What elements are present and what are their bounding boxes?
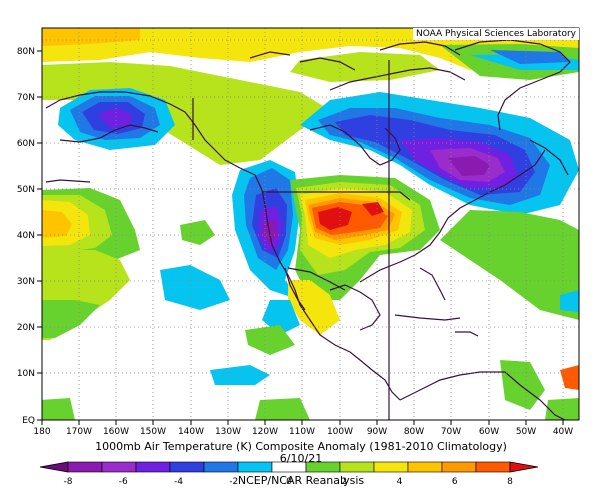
lon-tick-label: 180 bbox=[33, 427, 50, 437]
colorbar: -8 -6 -4 -2 0 2 4 6 8 bbox=[39, 461, 539, 487]
anomaly-contour bbox=[42, 210, 72, 238]
coastline bbox=[329, 284, 381, 331]
colorbar-label: 8 bbox=[507, 477, 513, 487]
coastline bbox=[455, 331, 479, 337]
anomaly-contour bbox=[210, 365, 270, 385]
coastline bbox=[379, 41, 461, 56]
graticule bbox=[42, 28, 579, 420]
lat-tick-label: 70N bbox=[17, 93, 35, 103]
coastline bbox=[419, 267, 446, 301]
anomaly-contour bbox=[98, 108, 132, 128]
lat-tick-label: 10N bbox=[17, 369, 35, 379]
lat-tick-label: 60N bbox=[17, 139, 35, 149]
lon-tick-label: 110W bbox=[289, 427, 315, 437]
coastline bbox=[284, 267, 306, 311]
anomaly-contour bbox=[263, 220, 278, 244]
lat-tick-label: 50N bbox=[17, 185, 35, 195]
anomaly-contour bbox=[490, 50, 570, 64]
map-title: 1000mb Air Temperature (K) Composite Ano… bbox=[95, 440, 507, 453]
lat-tick-label: 30N bbox=[17, 277, 35, 287]
lon-tick-label: 160W bbox=[103, 427, 129, 437]
anomaly-contour bbox=[42, 28, 140, 46]
lat-tick-label: 20N bbox=[17, 323, 35, 333]
lat-tick-label: 80N bbox=[17, 47, 35, 57]
coastline bbox=[394, 314, 461, 321]
colorbar-label: -8 bbox=[64, 477, 73, 487]
lon-tick-label: 130W bbox=[215, 427, 241, 437]
anomaly-contour bbox=[245, 325, 295, 355]
lat-tick-label: EQ bbox=[22, 416, 35, 426]
coastline bbox=[399, 371, 566, 420]
anomaly-contour bbox=[42, 398, 75, 420]
lon-tick-label: 140W bbox=[178, 427, 204, 437]
anomaly-contour bbox=[160, 265, 230, 310]
anomaly-contour bbox=[288, 280, 340, 335]
lon-tick-label: 120W bbox=[252, 427, 278, 437]
border bbox=[287, 267, 346, 291]
lon-tick-label: 170W bbox=[66, 427, 92, 437]
anomaly-contour bbox=[180, 220, 215, 245]
anomaly-contour bbox=[560, 365, 579, 390]
colorbar-label: 6 bbox=[452, 477, 458, 487]
lon-tick-label: 70W bbox=[441, 427, 461, 437]
colorbar-max-arrow bbox=[509, 461, 539, 473]
coastline bbox=[299, 57, 356, 71]
anomaly-contour bbox=[362, 202, 384, 216]
colorbar-label: -2 bbox=[229, 477, 238, 487]
map-date: 6/10/21 bbox=[279, 452, 323, 465]
lon-tick-label: 150W bbox=[140, 427, 166, 437]
colorbar-label: 2 bbox=[341, 477, 347, 487]
colorbar-label: 0 bbox=[286, 477, 292, 487]
lon-tick-label: 40W bbox=[553, 427, 573, 437]
lab-label: NOAA Physical Sciences Laboratory bbox=[412, 28, 579, 40]
lon-tick-label: 60W bbox=[479, 427, 499, 437]
anomaly-contour bbox=[500, 360, 545, 410]
anomaly-contour bbox=[448, 156, 490, 176]
lat-tick-label: 40N bbox=[17, 231, 35, 241]
anomaly-contour bbox=[318, 207, 352, 230]
colorbar-label: 4 bbox=[397, 477, 403, 487]
anomaly-contour bbox=[42, 300, 100, 338]
coastline bbox=[529, 139, 569, 176]
lon-tick-label: 90W bbox=[367, 427, 387, 437]
lon-tick-label: 100W bbox=[327, 427, 353, 437]
coastline bbox=[329, 67, 466, 91]
coastline bbox=[359, 149, 546, 283]
data-credit: NCEP/NCAR Reanalysis bbox=[237, 474, 365, 487]
coastline bbox=[454, 39, 571, 131]
coastline bbox=[309, 124, 401, 166]
colorbar-label: -6 bbox=[119, 477, 128, 487]
tick-marks bbox=[37, 50, 564, 425]
anomaly-contour bbox=[545, 398, 579, 420]
border bbox=[262, 191, 411, 201]
longitude-labels: 180 170W 160W 150W 140W 130W 120W 110W 1… bbox=[33, 427, 573, 437]
coastline bbox=[45, 179, 91, 183]
lon-tick-label: 50W bbox=[516, 427, 536, 437]
lon-tick-label: 80W bbox=[404, 427, 424, 437]
map-frame bbox=[41, 27, 580, 421]
coastline bbox=[249, 51, 291, 59]
anomaly-contour bbox=[560, 290, 579, 312]
coastline bbox=[59, 124, 159, 143]
anomaly-contour bbox=[255, 398, 310, 420]
colorbar-label: -4 bbox=[174, 477, 183, 487]
latitude-labels: EQ 10N 20N 30N 40N 50N 60N 70N 80N bbox=[17, 47, 35, 426]
anomaly-field bbox=[42, 28, 579, 420]
anomaly-contour bbox=[440, 210, 579, 320]
